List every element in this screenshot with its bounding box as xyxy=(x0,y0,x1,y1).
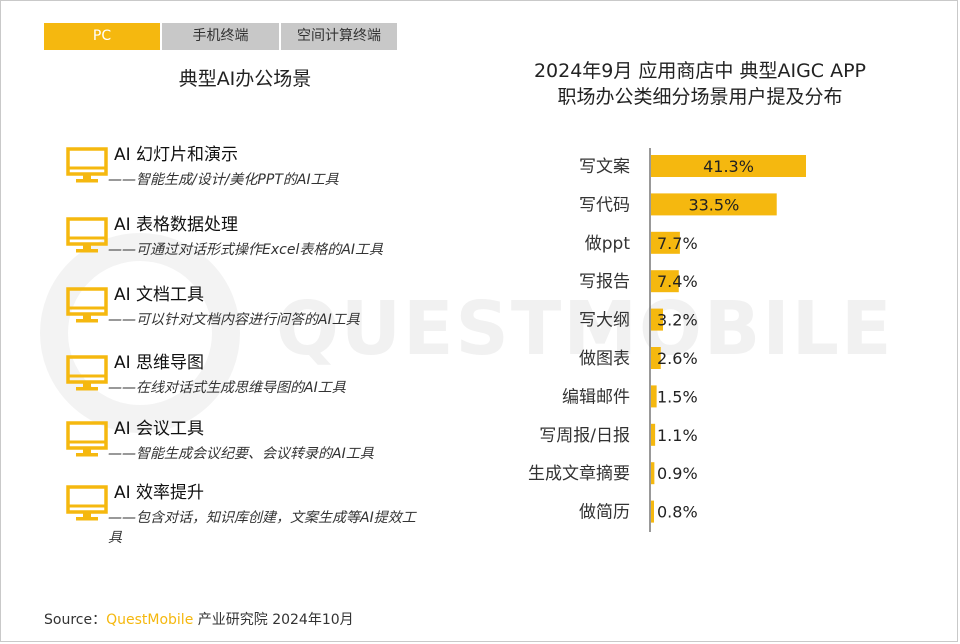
value-label: 41.3% xyxy=(703,157,754,176)
source-brand: QuestMobile xyxy=(106,612,194,628)
scene-name: AI 表格数据处理 xyxy=(114,215,239,235)
bar xyxy=(651,462,655,485)
chart-title-line-1: 2024年9月 应用商店中 典型AIGC APP xyxy=(533,60,867,82)
category-label: 做图表 xyxy=(579,349,630,369)
bar xyxy=(651,347,661,369)
monitor-icon xyxy=(66,287,108,323)
source-note: Source：QuestMobile 产业研究院 2024年10月 xyxy=(44,609,354,629)
value-label: 0.8% xyxy=(657,503,698,522)
scene-name: AI 文档工具 xyxy=(114,285,205,305)
scene-description: ——包含对话，知识库创建，文案生成等AI提效工具 xyxy=(108,510,416,546)
bar xyxy=(651,500,655,523)
tab-mobile-terminal[interactable]: 手机终端 xyxy=(162,23,279,50)
category-label: 写周报/日报 xyxy=(539,426,630,446)
terminal-tabs: PC 手机终端 空间计算终端 xyxy=(44,23,397,50)
value-label: 7.7% xyxy=(657,234,698,253)
source-prefix: Source： xyxy=(44,612,107,628)
tab-pc[interactable]: PC xyxy=(44,23,160,50)
category-label: 做简历 xyxy=(579,503,630,523)
scene-description: ——智能生成/设计/美化PPT的AI工具 xyxy=(108,172,339,188)
scene-name: AI 思维导图 xyxy=(114,353,205,373)
value-label: 1.5% xyxy=(657,387,698,406)
watermark-text: QUESTMOBILE xyxy=(276,286,894,372)
value-label: 3.2% xyxy=(657,311,698,330)
bar xyxy=(651,385,657,408)
monitor-icon xyxy=(66,355,108,391)
bar xyxy=(651,231,680,254)
category-label: 生成文章摘要 xyxy=(528,464,630,484)
category-label: 写报告 xyxy=(579,272,630,292)
bar xyxy=(651,270,679,293)
category-label: 写代码 xyxy=(579,195,630,215)
monitor-icon xyxy=(66,421,108,457)
category-label: 做ppt xyxy=(585,234,631,254)
scene-description: ——在线对话式生成思维导图的AI工具 xyxy=(108,380,346,396)
scene-description: ——可通过对话形式操作Excel表格的AI工具 xyxy=(108,242,384,258)
tab-spatial-computing-terminal[interactable]: 空间计算终端 xyxy=(281,23,397,50)
monitor-icon xyxy=(66,217,108,253)
category-label: 写文案 xyxy=(579,157,630,177)
category-label: 写大纲 xyxy=(579,311,630,331)
bar xyxy=(651,308,664,331)
scene-description: ——智能生成会议纪要、会议转录的AI工具 xyxy=(108,446,374,462)
bar xyxy=(651,423,656,446)
value-label: 7.4% xyxy=(657,272,698,291)
source-suffix: 产业研究院 2024年10月 xyxy=(193,612,354,628)
value-label: 33.5% xyxy=(688,195,739,214)
bar xyxy=(651,193,777,216)
value-label: 1.1% xyxy=(657,426,698,445)
chart-title-line-2: 职场办公类细分场景用户提及分布 xyxy=(557,86,843,108)
category-label: 编辑邮件 xyxy=(562,387,630,407)
monitor-icon xyxy=(66,147,108,183)
monitor-icon xyxy=(66,485,108,521)
office-scenes-title: 典型AI办公场景 xyxy=(178,68,312,90)
value-label: 2.6% xyxy=(657,349,698,368)
scene-name: AI 效率提升 xyxy=(114,483,205,503)
scene-description: ——可以针对文档内容进行问答的AI工具 xyxy=(108,312,360,328)
chart-title: 2024年9月 应用商店中 典型AIGC APP 职场办公类细分场景用户提及分布 xyxy=(480,58,920,110)
scene-name: AI 会议工具 xyxy=(114,419,205,439)
bar xyxy=(651,155,806,177)
value-label: 0.9% xyxy=(657,464,698,483)
scene-name: AI 幻灯片和演示 xyxy=(114,145,239,165)
